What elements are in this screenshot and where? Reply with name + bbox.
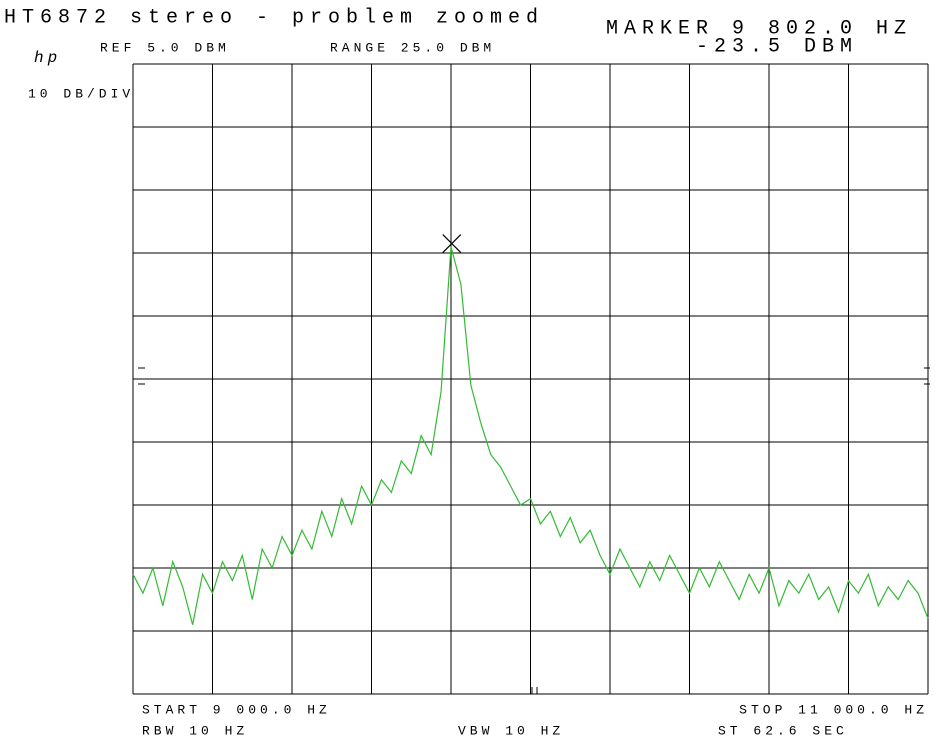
rbw: RBW 10 HZ xyxy=(142,723,248,738)
logo: hp xyxy=(34,49,61,67)
range: RANGE 25.0 DBM xyxy=(330,40,495,55)
marker-x: MARKER 9 802.0 HZ xyxy=(606,17,912,40)
sweep-time: ST 62.6 SEC xyxy=(718,723,848,738)
chart-title: HT6872 stereo - problem zoomed xyxy=(4,6,544,29)
vbw: VBW 10 HZ xyxy=(458,723,564,738)
marker xyxy=(442,234,462,253)
scale: 10 DB/DIV xyxy=(28,86,134,101)
ref-level: REF 5.0 DBM xyxy=(100,40,230,55)
stop: STOP 11 000.0 HZ xyxy=(739,702,928,717)
start: START 9 000.0 HZ xyxy=(142,702,331,717)
trace xyxy=(132,246,929,625)
marker-y: -23.5 DBM xyxy=(696,35,858,58)
